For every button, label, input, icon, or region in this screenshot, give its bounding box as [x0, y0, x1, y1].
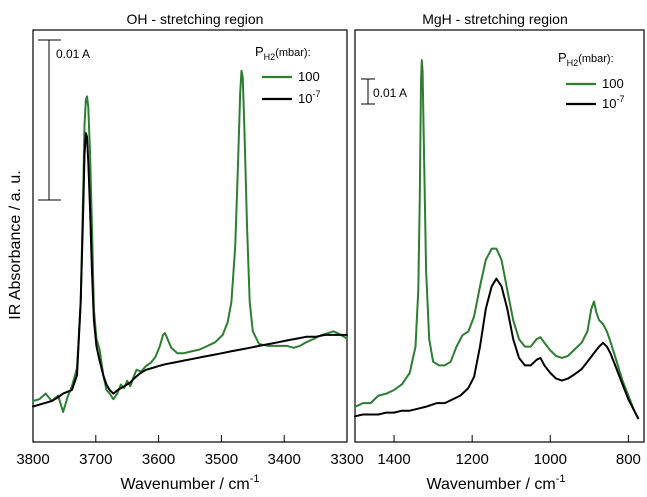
x-tick-label: 3800 [16, 451, 49, 468]
series-line-vacuum [354, 277, 640, 420]
x-tick-label: 3700 [79, 451, 112, 468]
legend-title-rest: (mbar): [275, 47, 310, 59]
x-tick-label: 1400 [377, 451, 410, 468]
x-tick-label: 1000 [534, 451, 567, 468]
legend-title-sub: H2 [264, 52, 276, 62]
x-tick-label: 3300 [330, 451, 363, 468]
y-axis-label: IR Absorbance / a. u. [7, 170, 24, 319]
legend: PH2(mbar): 100 10-7 [558, 50, 624, 111]
scale-bar-label: 0.01 A [56, 47, 90, 61]
panel-mgh: MgH - stretching region 1400 1200 1000 800 … [354, 11, 645, 493]
x-axis-label-sup: -1 [250, 473, 260, 485]
legend-title: PH2(mbar): [255, 44, 311, 62]
legend-entry-100: 100 [298, 69, 320, 84]
x-tick-label: 800 [616, 451, 641, 468]
legend-entry-vacuum-base: 10 [298, 91, 312, 106]
legend-entry-vacuum: 10-7 [298, 89, 320, 106]
legend-title-sub: H2 [567, 58, 579, 68]
x-tick-label: 1200 [455, 451, 488, 468]
series-layer [354, 59, 640, 420]
x-tick-label: 3500 [205, 451, 238, 468]
x-axis-label-text: Wavenumber / cm [427, 476, 556, 493]
x-axis-label-text: Wavenumber / cm [121, 476, 250, 493]
x-tick-label: 3600 [142, 451, 175, 468]
series-line-100-mbar [354, 59, 640, 420]
legend-title-main: P [255, 44, 264, 59]
scale-bar: 0.01 A [38, 39, 90, 201]
x-ticks: 1400 1200 1000 800 [377, 435, 641, 468]
x-tick-label: 3400 [268, 451, 301, 468]
legend-entry-vacuum-exp: -7 [616, 94, 624, 104]
plot-frame [354, 29, 645, 443]
panel-title: MgH - stretching region [422, 11, 568, 27]
scale-bar-label: 0.01 A [373, 86, 407, 100]
x-axis-label-sup: -1 [556, 473, 566, 485]
x-ticks: 3800 3700 3600 3500 3400 3300 [16, 435, 364, 468]
legend-title-main: P [558, 50, 567, 65]
x-axis-label: Wavenumber / cm-1 [121, 473, 260, 493]
series-layer [32, 69, 348, 413]
legend-entry-vacuum-exp: -7 [312, 89, 320, 99]
series-line-100-mbar [32, 69, 348, 413]
legend-entry-vacuum: 10-7 [602, 94, 624, 111]
legend-entry-vacuum-base: 10 [602, 96, 616, 111]
legend: PH2(mbar): 100 10-7 [255, 44, 320, 106]
legend-title-rest: (mbar): [578, 53, 613, 65]
panel-oh: OH - stretching region 3800 3700 3600 3500 3… [16, 11, 363, 493]
legend-entry-100: 100 [602, 76, 624, 91]
series-line-vacuum [32, 132, 348, 408]
x-axis-label: Wavenumber / cm-1 [427, 473, 566, 493]
panel-title: OH - stretching region [127, 11, 264, 27]
legend-title: PH2(mbar): [558, 50, 614, 68]
scale-bar: 0.01 A [361, 78, 407, 105]
plot-frame [32, 29, 348, 443]
